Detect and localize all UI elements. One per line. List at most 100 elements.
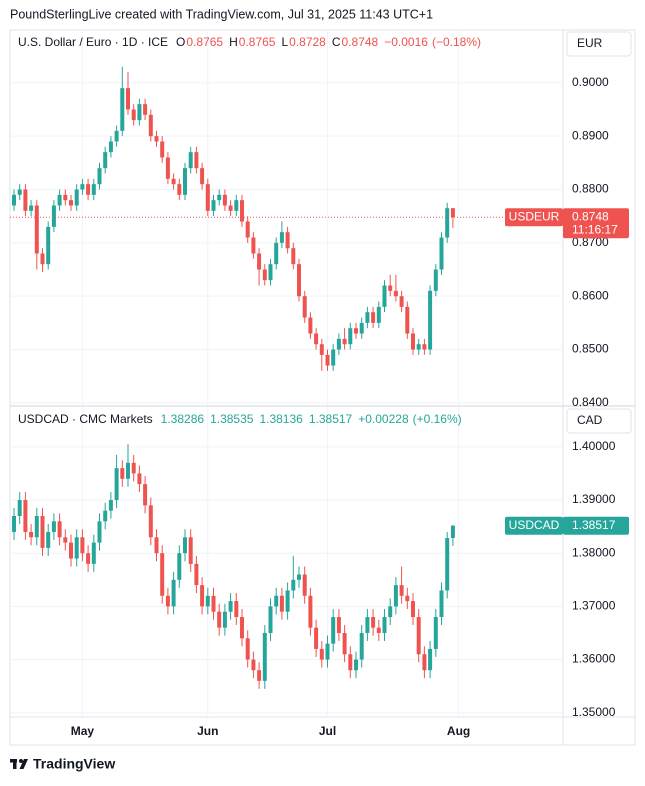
legend-ohlc-value: 0.8765 bbox=[186, 35, 223, 49]
brand-logo bbox=[10, 759, 28, 769]
candle-body bbox=[439, 590, 444, 618]
candle-body bbox=[450, 525, 455, 539]
candle-body bbox=[160, 553, 165, 596]
candle-body bbox=[245, 638, 250, 660]
legend-ohlc-letter: C bbox=[332, 35, 341, 49]
candle-body bbox=[34, 516, 39, 538]
candle-body bbox=[416, 617, 421, 655]
candle-body bbox=[57, 194, 62, 206]
candle-body bbox=[97, 521, 102, 543]
candle-body bbox=[257, 253, 262, 270]
candle-body bbox=[171, 178, 176, 185]
x-tick-label: Jul bbox=[319, 724, 336, 738]
candle-body bbox=[114, 468, 119, 501]
candle-body bbox=[131, 462, 136, 474]
candle-body bbox=[297, 264, 301, 297]
candle-body bbox=[433, 617, 438, 649]
candle-body bbox=[399, 296, 404, 307]
candle-body bbox=[251, 659, 256, 671]
x-tick-label: May bbox=[71, 724, 95, 738]
candle-body bbox=[285, 232, 290, 249]
candle-body bbox=[211, 200, 216, 211]
candle-body bbox=[433, 269, 438, 291]
candle-body bbox=[308, 317, 313, 334]
legend-ohlc-value: 1.38136 bbox=[259, 412, 303, 426]
candle-body bbox=[177, 553, 182, 580]
candle-body bbox=[126, 88, 130, 110]
candle-body bbox=[188, 152, 193, 169]
candle-body bbox=[148, 505, 153, 538]
candle-body bbox=[63, 194, 68, 201]
logo-part bbox=[13, 759, 17, 769]
candle-body bbox=[86, 184, 91, 195]
candle-body bbox=[17, 189, 22, 195]
candle-body bbox=[126, 462, 130, 479]
y-tick-label: 1.36000 bbox=[572, 652, 616, 666]
candle-body bbox=[23, 189, 28, 211]
x-tick-label: Jun bbox=[197, 724, 218, 738]
candle-body bbox=[217, 611, 222, 628]
candle-body bbox=[160, 141, 165, 158]
logo-part bbox=[19, 759, 28, 769]
candle-body bbox=[120, 88, 125, 131]
candle-body bbox=[23, 500, 28, 532]
logo-part bbox=[19, 759, 23, 763]
candle-body bbox=[319, 344, 324, 355]
symbol-tag-label: USDEUR bbox=[509, 209, 560, 223]
y-tick-label: 0.8500 bbox=[572, 342, 609, 356]
y-tick-label: 0.8800 bbox=[572, 182, 609, 196]
candle-body bbox=[302, 574, 307, 596]
candle-body bbox=[405, 306, 410, 334]
legend-change: +0.00228 bbox=[358, 412, 409, 426]
y-tick-label: 0.9000 bbox=[572, 75, 609, 89]
candle-body bbox=[177, 184, 182, 195]
candle-body bbox=[137, 104, 142, 121]
candle-body bbox=[365, 312, 370, 323]
candle-body bbox=[399, 585, 404, 596]
candle-body bbox=[240, 200, 244, 222]
candle-body bbox=[240, 617, 244, 639]
candle-body bbox=[405, 595, 410, 602]
candle-body bbox=[245, 221, 250, 238]
candle-body bbox=[194, 152, 199, 169]
y-tick-label: 1.39000 bbox=[572, 492, 616, 506]
legend-ohlc-value: 0.8748 bbox=[342, 35, 379, 49]
candle-body bbox=[393, 290, 398, 297]
candle-body bbox=[46, 226, 51, 265]
legend-title: U.S. Dollar / Euro · 1D · ICE bbox=[18, 35, 168, 49]
candle-body bbox=[411, 333, 415, 350]
candle-body bbox=[371, 312, 376, 323]
candle-body bbox=[154, 136, 159, 142]
candle-body bbox=[200, 585, 205, 607]
candle-body bbox=[342, 338, 347, 345]
candle-body bbox=[51, 205, 56, 227]
candle-body bbox=[29, 531, 34, 538]
candle-body bbox=[12, 194, 16, 206]
candle-body bbox=[228, 601, 233, 612]
mark-layer bbox=[10, 66, 563, 689]
candle-body bbox=[428, 290, 433, 350]
header-text: PoundSterlingLive created with TradingVi… bbox=[10, 7, 433, 21]
candle-body bbox=[171, 579, 176, 607]
candle-body bbox=[319, 648, 324, 660]
candle-body bbox=[91, 542, 96, 564]
legend-change-pct: (−0.18%) bbox=[432, 35, 481, 49]
legend-ohlc-value: 0.8728 bbox=[289, 35, 326, 49]
candle-body bbox=[325, 354, 330, 366]
candle-body bbox=[450, 208, 455, 218]
candle-body bbox=[257, 670, 262, 681]
candle-body bbox=[46, 531, 51, 548]
brand-name: TradingView bbox=[33, 756, 115, 772]
candle-body bbox=[205, 184, 210, 211]
candle-body bbox=[393, 585, 398, 607]
candle-body bbox=[200, 168, 205, 185]
candle-body bbox=[308, 595, 313, 628]
y-tick-label: 0.8400 bbox=[572, 395, 609, 409]
candle-body bbox=[222, 611, 227, 628]
currency-box bbox=[566, 31, 632, 57]
candle-body bbox=[268, 264, 273, 281]
x-tick-label: Aug bbox=[447, 724, 470, 738]
y-tick-label: 0.8900 bbox=[572, 128, 609, 142]
legend-ohlc-letter: H bbox=[229, 35, 238, 49]
candle-body bbox=[354, 659, 358, 671]
